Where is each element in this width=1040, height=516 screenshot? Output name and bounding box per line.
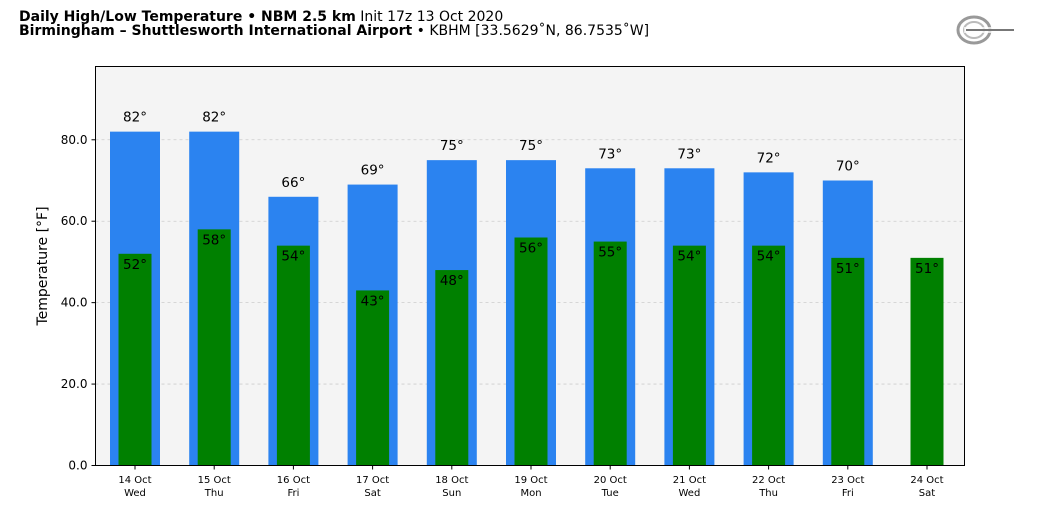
station-coords: • KBHM [33.5629˚N, 86.7535˚W] [416, 23, 650, 39]
x-tick-date: 14 Oct [118, 475, 151, 486]
high-label: 82° [202, 110, 226, 126]
low-label: 51° [915, 261, 939, 277]
x-tick-date: 24 Oct [910, 475, 943, 486]
low-label: 54° [281, 249, 305, 265]
x-tick-date: 17 Oct [356, 475, 389, 486]
x-tick-day: Sat [364, 488, 380, 499]
x-axis: 14 Oct Wed 15 Oct Thu 16 Oct Fri 17 Oct Sat 18 O… [118, 465, 944, 499]
x-tick-date: 16 Oct [277, 475, 310, 486]
high-label: 75° [519, 138, 543, 154]
x-tick-date: 15 Oct [198, 475, 231, 486]
low-label: 54° [757, 249, 781, 265]
init-time: Init 17z 13 Oct 2020 [360, 9, 504, 25]
y-tick-label: 80.0 [61, 133, 88, 147]
low-bar [831, 257, 865, 466]
low-label: 55° [598, 245, 622, 261]
x-tick-day: Wed [678, 488, 700, 499]
low-bar [514, 237, 548, 466]
high-label: 73° [598, 146, 622, 162]
low-bar [435, 270, 469, 466]
x-tick-day: Sat [919, 488, 935, 499]
low-label: 52° [123, 257, 147, 273]
high-label: 70° [836, 159, 860, 175]
chart-subtitle: Birmingham – Shuttlesworth International… [19, 23, 649, 39]
low-bars [118, 229, 944, 466]
low-label: 43° [361, 293, 385, 309]
low-label: 51° [836, 261, 860, 277]
data-labels: 82° 52° 82° 58° 66° 54° 69° 43° 75° 48° 75° 56° 73° 5… [123, 110, 939, 310]
title-main: Daily High/Low Temperature • NBM 2.5 km [19, 9, 356, 25]
x-tick-day: Fri [287, 488, 299, 499]
x-tick-day: Mon [520, 488, 541, 499]
y-tick-label: 20.0 [61, 377, 88, 391]
low-bar [118, 253, 152, 466]
high-label: 69° [361, 163, 385, 179]
x-tick-date: 19 Oct [514, 475, 547, 486]
low-label: 58° [202, 232, 226, 248]
location-name: Birmingham – Shuttlesworth International… [19, 23, 413, 39]
chart-title: Daily High/Low Temperature • NBM 2.5 km … [19, 9, 503, 25]
x-tick-day: Wed [124, 488, 146, 499]
low-label: 48° [440, 273, 464, 289]
low-bar [672, 245, 706, 466]
y-tick-label: 40.0 [61, 296, 88, 310]
x-tick-day: Fri [842, 488, 854, 499]
low-bar [197, 229, 231, 466]
x-tick-date: 23 Oct [831, 475, 864, 486]
x-tick-day: Tue [601, 488, 619, 499]
x-tick-day: Sun [442, 488, 461, 499]
x-tick-day: Thu [204, 488, 224, 499]
low-bar [752, 245, 786, 466]
low-bar [593, 241, 627, 466]
weatherbell-logo-icon [956, 15, 1016, 45]
y-tick-label: 60.0 [61, 214, 88, 228]
high-label: 66° [281, 175, 305, 191]
high-label: 73° [677, 146, 701, 162]
y-axis: 0.0 20.0 40.0 60.0 80.0 [61, 133, 96, 473]
low-bar [356, 290, 390, 466]
x-tick-date: 22 Oct [752, 475, 785, 486]
x-tick-day: Thu [758, 488, 778, 499]
high-label: 72° [757, 150, 781, 166]
y-tick-label: 0.0 [68, 459, 87, 473]
low-label: 54° [677, 249, 701, 265]
x-tick-date: 18 Oct [435, 475, 468, 486]
low-bar [276, 245, 310, 466]
low-label: 56° [519, 241, 543, 257]
high-label: 75° [440, 138, 464, 154]
x-tick-date: 20 Oct [594, 475, 627, 486]
plot-frame [95, 66, 965, 466]
high-label: 82° [123, 110, 147, 126]
x-tick-date: 21 Oct [673, 475, 706, 486]
y-axis-label: Temperature [°F] [35, 206, 51, 326]
low-bar [910, 257, 944, 466]
